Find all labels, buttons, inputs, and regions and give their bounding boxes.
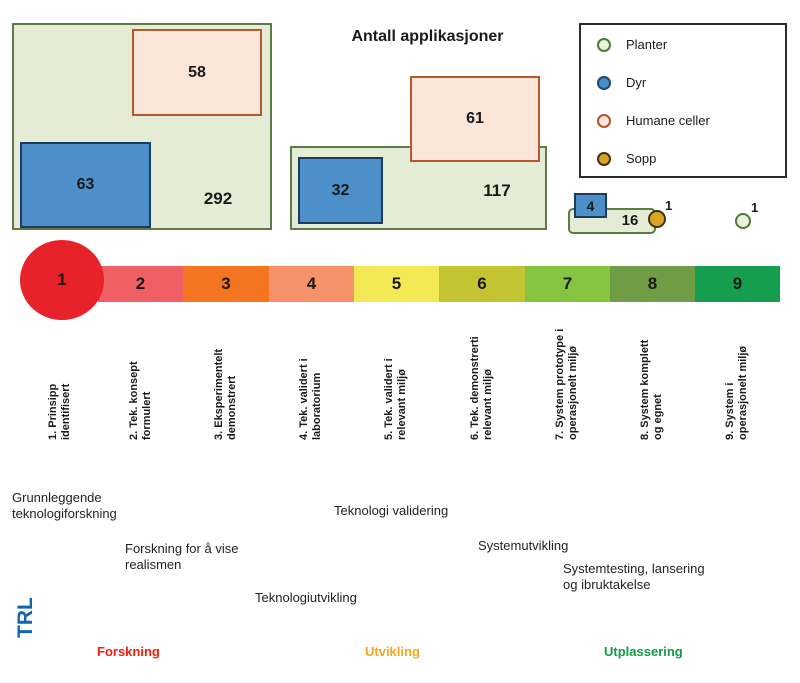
trl-label-7: 7. System prototype i operasjonelt miljø <box>554 328 579 440</box>
group3-dyr-value: 4 <box>586 197 595 214</box>
group3-dyr-box: 4 <box>574 193 607 218</box>
group1-dyr-box: 63 <box>20 142 151 228</box>
group1-dyr-value: 63 <box>76 176 95 193</box>
annotation-grunnleggende: Grunnleggende teknologiforskning <box>12 490 117 521</box>
group4-planter-value: 1 <box>751 200 759 215</box>
group2-dyr-value: 32 <box>331 181 350 199</box>
legend-item-planter: Planter <box>597 37 785 52</box>
trl-number: 6 <box>477 274 487 293</box>
trl-number: 7 <box>562 274 573 293</box>
sopp-dot-icon <box>597 151 611 166</box>
chart-title: Antall applikasjoner <box>351 28 504 45</box>
annotation-forskning-vise: Forskning for å vise realismen <box>125 541 239 572</box>
trl-segment-5: 5 <box>354 266 439 302</box>
group3-sopp-value: 1 <box>665 198 673 213</box>
trl-segment-4: 4 <box>269 266 354 302</box>
group4-planter-dot-icon <box>735 213 751 229</box>
trl-segment-6: 6 <box>439 266 525 302</box>
dyr-dot-icon <box>597 75 611 90</box>
group1-humane-celler-box: 58 <box>132 29 262 116</box>
legend-label: Dyr <box>626 75 647 90</box>
trl-segment-9: 9 <box>695 266 780 302</box>
phase-utplassering: Utplassering <box>604 644 683 659</box>
legend-label: Sopp <box>626 151 657 166</box>
trl-label-5: 5. Tek. validert i relevant miljø <box>383 358 408 440</box>
trl-number: 2 <box>135 274 146 293</box>
legend: Planter Dyr Humane celler Sopp <box>579 23 787 178</box>
phase-forskning: Forskning <box>97 644 160 659</box>
legend-item-sopp: Sopp <box>597 151 785 166</box>
phase-utvikling: Utvikling <box>365 644 420 659</box>
group2-humane-celler-box: 61 <box>410 76 540 162</box>
trl-label-8: 8. System komplett og egnet <box>639 339 664 440</box>
trl-axis-label: TRL <box>14 597 37 638</box>
annotation-systemtesting: Systemtesting, lansering og ibruktakelse <box>563 561 705 592</box>
trl-number: 8 <box>647 274 658 293</box>
trl-segment-8: 8 <box>610 266 695 302</box>
trl-segment-7: 7 <box>525 266 610 302</box>
group1-total-value: 292 <box>203 189 233 208</box>
trl-number: 9 <box>732 274 743 293</box>
group2-humane-celler-value: 61 <box>466 110 484 127</box>
trl-number: 1 <box>57 270 67 289</box>
group1-humane-celler-value: 58 <box>188 63 206 81</box>
group2-dyr-box: 32 <box>298 157 383 224</box>
legend-item-humane-celler: Humane celler <box>597 113 785 128</box>
trl-segment-3: 3 <box>183 266 269 302</box>
annotation-systemutvikling: Systemutvikling <box>478 538 569 553</box>
annotation-teknologi-validering: Teknologi validering <box>334 503 449 518</box>
trl-label-9: 9. System i operasjonelt miljø <box>724 345 749 440</box>
legend-item-dyr: Dyr <box>597 75 785 90</box>
trl-level-1-circle: 1 <box>20 240 104 320</box>
annotation-teknologiutvikling: Teknologiutvikling <box>255 590 357 605</box>
trl-label-4: 4. Tek. validert i laboratorium <box>298 358 323 440</box>
trl-number: 4 <box>306 274 317 293</box>
trl-label-2: 2. Tek. konsept formulert <box>128 361 153 440</box>
trl-label-3: 3. Eksperimentelt demonstrert <box>213 348 238 440</box>
trl-number: 3 <box>221 274 231 293</box>
group3-sopp-dot-icon <box>648 210 666 228</box>
group2-total-value: 117 <box>483 181 511 200</box>
trl-number: 5 <box>391 274 402 293</box>
legend-label: Planter <box>626 37 668 52</box>
group3-total-value: 16 <box>621 212 639 229</box>
planter-dot-icon <box>597 37 611 52</box>
trl-label-6: 6. Tek. demonstrerti relevant miljø <box>469 336 494 440</box>
trl-segment-2: 2 <box>98 266 183 302</box>
legend-label: Humane celler <box>626 113 710 128</box>
humane-celler-dot-icon <box>597 113 611 128</box>
